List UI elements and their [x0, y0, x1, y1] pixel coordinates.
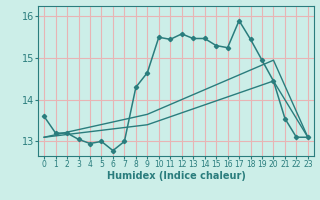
- X-axis label: Humidex (Indice chaleur): Humidex (Indice chaleur): [107, 171, 245, 181]
